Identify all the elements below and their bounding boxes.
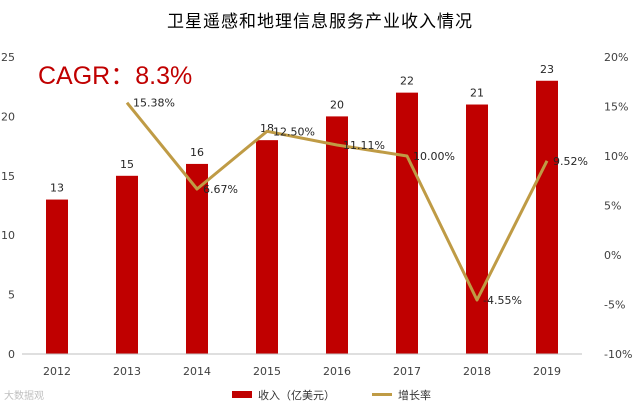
right-axis: -10% -5% 0% 5% 10% 15% 20% [604, 51, 632, 361]
left-axis: 0 5 10 15 20 25 [1, 51, 15, 361]
legend-label-growth: 增长率 [398, 388, 431, 402]
right-axis-tick-label: 15% [604, 101, 628, 114]
legend: 收入（亿美元） 增长率 [232, 388, 431, 402]
x-axis-tick-label: 2013 [113, 365, 141, 378]
bar [116, 175, 138, 354]
x-axis-tick-label: 2018 [463, 365, 491, 378]
bar [326, 116, 348, 355]
bar-data-label: 23 [540, 63, 554, 76]
growth-data-label: 15.38% [133, 97, 175, 110]
bar-data-label: 13 [50, 182, 64, 195]
legend-label-revenue: 收入（亿美元） [258, 388, 335, 402]
right-axis-tick-label: -5% [604, 299, 625, 312]
growth-data-label: 9.52% [553, 155, 588, 168]
x-axis-tick-label: 2019 [533, 365, 561, 378]
left-axis-tick-label: 10 [1, 229, 15, 242]
growth-data-label: 6.67% [203, 183, 238, 196]
left-axis-tick-label: 0 [8, 348, 15, 361]
x-axis-tick-label: 2015 [253, 365, 281, 378]
left-axis-tick-label: 15 [1, 170, 15, 183]
x-axis: 2012 2013 2014 2015 2016 2017 2018 2019 [22, 353, 582, 378]
right-axis-tick-label: 0% [604, 249, 621, 262]
watermark: 大数据观 [4, 389, 44, 402]
growth-data-label: 11.11% [343, 139, 385, 152]
bar [466, 104, 488, 355]
left-axis-tick-label: 5 [8, 289, 15, 302]
bar [536, 80, 558, 354]
left-axis-tick-label: 20 [1, 110, 15, 123]
x-axis-tick-label: 2014 [183, 365, 211, 378]
bar [46, 199, 68, 354]
legend-swatch-revenue [232, 391, 252, 398]
bar-data-label: 16 [190, 146, 204, 159]
bar-data-label: 22 [400, 75, 414, 88]
growth-data-label: -4.55% [483, 294, 522, 307]
right-axis-tick-label: 20% [604, 51, 628, 64]
x-axis-tick-label: 2016 [323, 365, 351, 378]
bar-data-label: 21 [470, 87, 484, 100]
right-axis-tick-label: -10% [604, 348, 632, 361]
growth-line [125, 101, 549, 302]
x-axis-tick-label: 2017 [393, 365, 421, 378]
bar-data-label: 20 [330, 98, 344, 111]
x-axis-tick-label: 2012 [43, 365, 71, 378]
right-axis-tick-label: 5% [604, 200, 621, 213]
bar [186, 163, 208, 354]
bar [396, 92, 418, 354]
growth-data-label: 12.50% [273, 125, 315, 138]
bar [256, 140, 278, 354]
growth-data-label: 10.00% [413, 150, 455, 163]
cagr-annotation: CAGR：8.3% [38, 62, 192, 90]
chart-title: 卫星遥感和地理信息服务产业收入情况 [167, 12, 473, 32]
left-axis-tick-label: 25 [1, 51, 15, 64]
bar-data-label: 15 [120, 158, 134, 171]
line-series: 15.38% 6.67% 12.50% 11.11% 10.00% -4.55% 9.52% [125, 97, 588, 307]
right-axis-tick-label: 10% [604, 150, 628, 163]
